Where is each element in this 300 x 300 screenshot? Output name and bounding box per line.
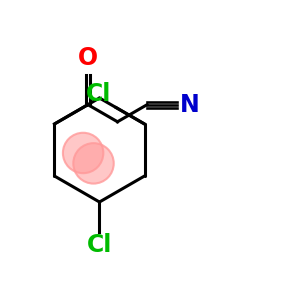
Text: O: O <box>78 46 98 70</box>
Text: Cl: Cl <box>87 233 112 257</box>
Text: Cl: Cl <box>86 82 112 106</box>
Circle shape <box>63 133 103 173</box>
Circle shape <box>73 143 114 184</box>
Text: N: N <box>180 93 200 117</box>
